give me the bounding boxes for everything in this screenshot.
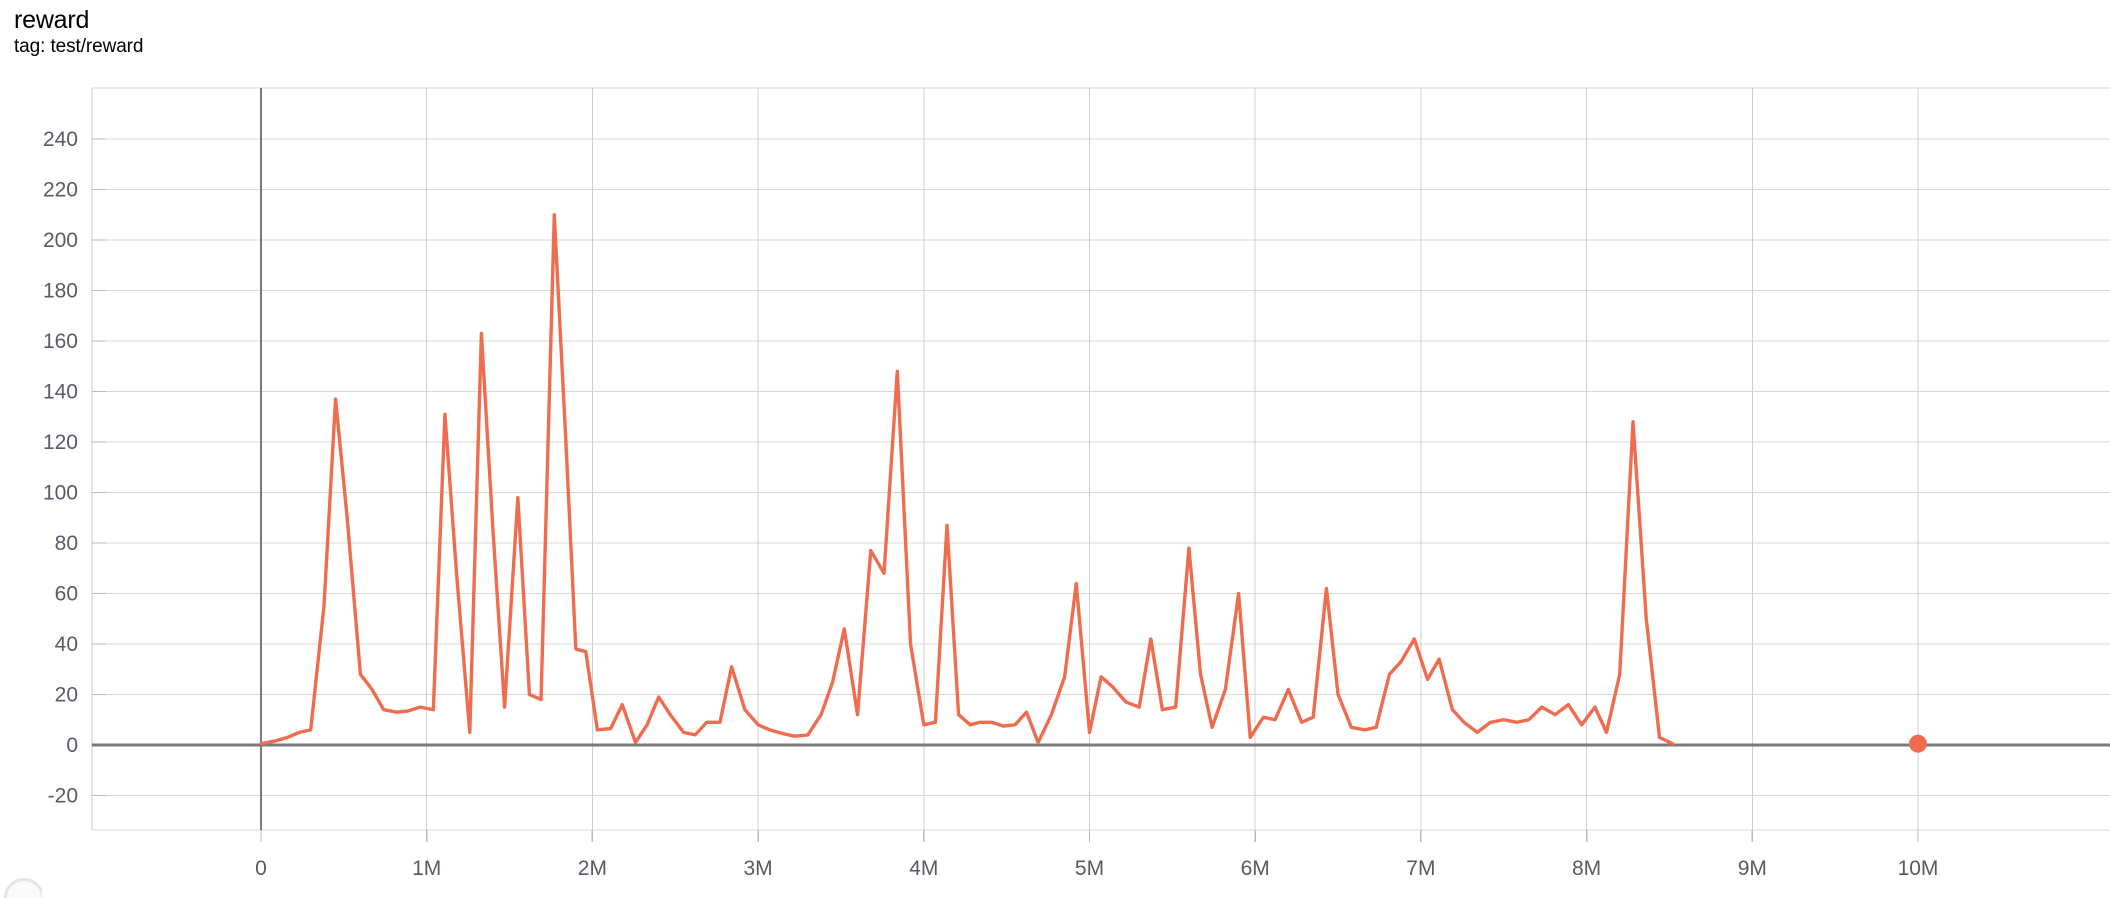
x-tick-label: 9M bbox=[1738, 857, 1767, 880]
y-tick-label: 200 bbox=[43, 229, 78, 252]
x-axis-tick-labels: 0 1M 2M 3M 4M 5M 6M 7M 8M 9M 10M bbox=[255, 857, 1938, 880]
page-title: reward bbox=[14, 6, 90, 34]
axis-lines bbox=[91, 88, 2110, 830]
horizontal-gridlines bbox=[92, 87, 2110, 831]
y-tick-label: 240 bbox=[43, 128, 78, 151]
y-tick-label: 40 bbox=[55, 633, 78, 656]
series-group[interactable] bbox=[259, 213, 1927, 753]
y-tick-label: 160 bbox=[43, 330, 78, 353]
x-tick-label: 2M bbox=[578, 857, 607, 880]
x-tick-label: 8M bbox=[1572, 857, 1601, 880]
series-line-test-reward[interactable] bbox=[259, 213, 1675, 746]
chart-tag-subtitle: tag: test/reward bbox=[14, 35, 144, 57]
axis-tick-marks bbox=[92, 138, 1919, 842]
x-tick-label: 5M bbox=[1075, 857, 1104, 880]
chart-header: reward tag: test/reward bbox=[14, 6, 143, 58]
x-tick-label: 3M bbox=[744, 857, 773, 880]
y-tick-label: 20 bbox=[55, 684, 78, 707]
y-tick-label: 140 bbox=[43, 381, 78, 404]
y-tick-label: 180 bbox=[43, 280, 78, 303]
y-tick-label: 60 bbox=[55, 583, 78, 606]
y-tick-label: 120 bbox=[43, 431, 78, 454]
y-tick-label: 0 bbox=[66, 734, 78, 757]
series-endpoint-marker[interactable] bbox=[1909, 734, 1927, 753]
y-tick-label: 220 bbox=[43, 179, 78, 202]
x-tick-label: 1M bbox=[412, 857, 441, 880]
y-tick-label: 80 bbox=[55, 532, 78, 555]
y-tick-label: -20 bbox=[48, 785, 78, 808]
x-tick-label: 6M bbox=[1241, 857, 1270, 880]
y-axis-tick-labels: 240 220 200 180 160 140 120 100 80 60 40 20 -20 0 bbox=[43, 128, 78, 808]
x-tick-label: 10M bbox=[1898, 857, 1939, 880]
x-tick-label: 7M bbox=[1406, 857, 1435, 880]
x-tick-label: 4M bbox=[909, 857, 938, 880]
x-tick-label: 0 bbox=[255, 857, 267, 880]
y-tick-label: 100 bbox=[43, 482, 78, 505]
